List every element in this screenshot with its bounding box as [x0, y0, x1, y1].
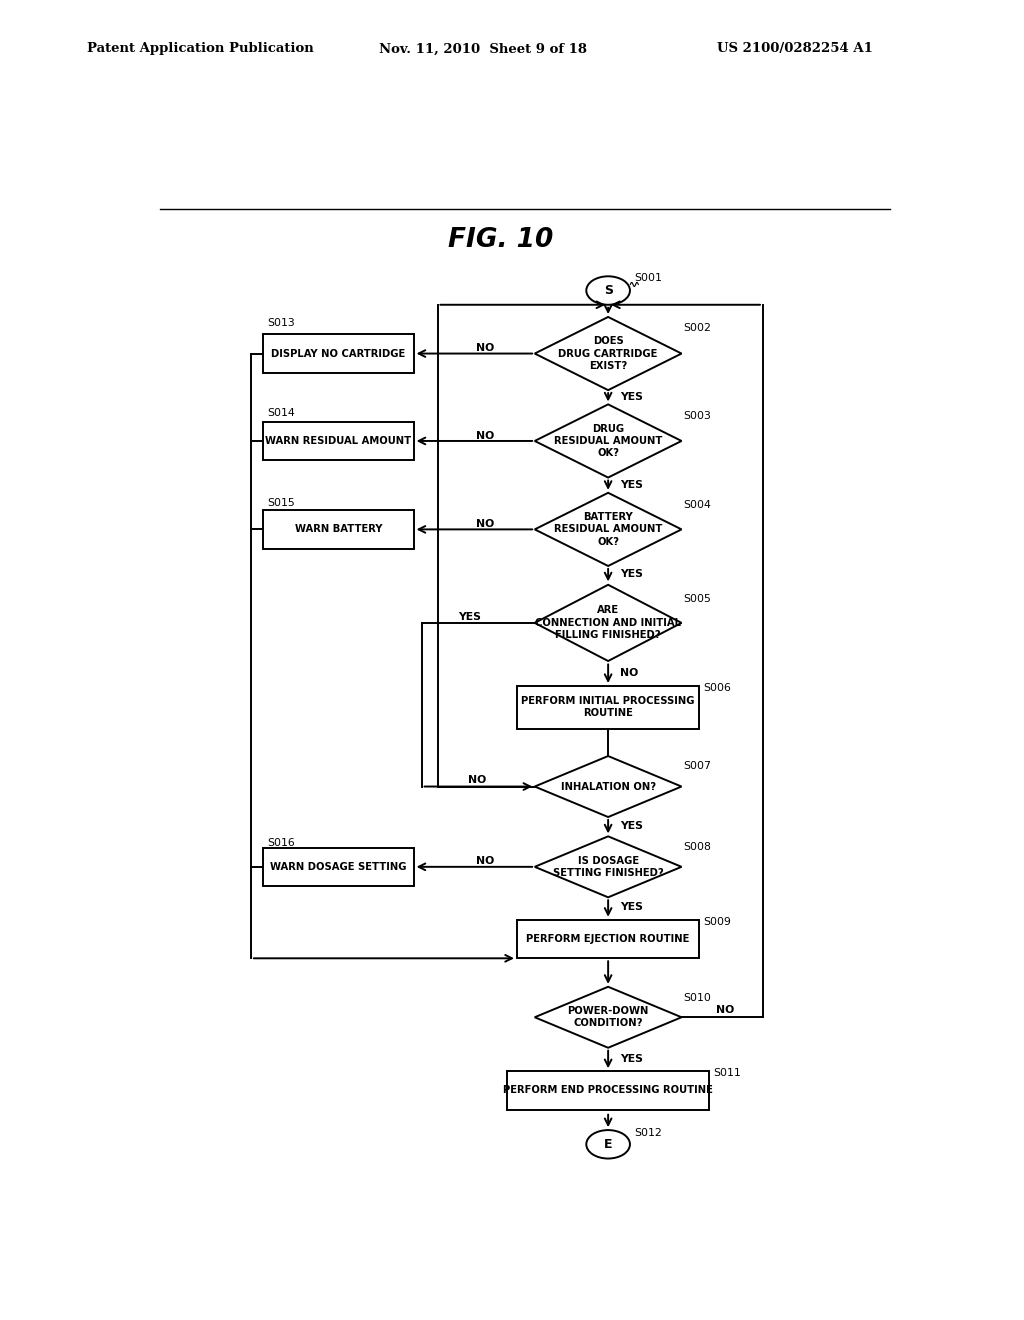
- Text: NO: NO: [620, 668, 638, 677]
- Text: IS DOSAGE
SETTING FINISHED?: IS DOSAGE SETTING FINISHED?: [553, 855, 664, 878]
- Text: DRUG
RESIDUAL AMOUNT
OK?: DRUG RESIDUAL AMOUNT OK?: [554, 424, 663, 458]
- Bar: [263, 847, 414, 886]
- Bar: [507, 1071, 710, 1110]
- Text: YES: YES: [620, 569, 643, 579]
- Bar: [263, 334, 414, 372]
- Text: S004: S004: [684, 500, 712, 510]
- Text: YES: YES: [620, 1053, 643, 1064]
- Text: S: S: [603, 284, 612, 297]
- Text: E: E: [604, 1138, 612, 1151]
- Text: S014: S014: [267, 408, 295, 417]
- Text: YES: YES: [620, 903, 643, 912]
- Text: YES: YES: [620, 479, 643, 490]
- Text: Nov. 11, 2010  Sheet 9 of 18: Nov. 11, 2010 Sheet 9 of 18: [379, 42, 587, 55]
- Text: S002: S002: [684, 323, 712, 333]
- Text: S008: S008: [684, 842, 712, 851]
- Text: PERFORM INITIAL PROCESSING
ROUTINE: PERFORM INITIAL PROCESSING ROUTINE: [521, 696, 695, 718]
- Text: S012: S012: [634, 1129, 663, 1138]
- Text: S007: S007: [684, 762, 712, 771]
- Text: NO: NO: [476, 430, 495, 441]
- Text: BATTERY
RESIDUAL AMOUNT
OK?: BATTERY RESIDUAL AMOUNT OK?: [554, 512, 663, 546]
- Text: NO: NO: [476, 519, 495, 529]
- Text: S006: S006: [703, 682, 731, 693]
- Text: US 2100/0282254 A1: US 2100/0282254 A1: [717, 42, 872, 55]
- Text: POWER-DOWN
CONDITION?: POWER-DOWN CONDITION?: [567, 1006, 649, 1028]
- Bar: [517, 686, 699, 729]
- Bar: [263, 510, 414, 549]
- Text: NO: NO: [717, 1005, 734, 1015]
- Text: S003: S003: [684, 411, 712, 421]
- Text: YES: YES: [620, 392, 643, 403]
- Bar: [263, 421, 414, 461]
- Text: S015: S015: [267, 498, 295, 508]
- Text: DISPLAY NO CARTRIDGE: DISPLAY NO CARTRIDGE: [271, 348, 406, 359]
- Text: YES: YES: [620, 821, 643, 832]
- Text: PERFORM END PROCESSING ROUTINE: PERFORM END PROCESSING ROUTINE: [503, 1085, 713, 1096]
- Text: YES: YES: [458, 611, 480, 622]
- Text: NO: NO: [468, 775, 486, 785]
- Text: S016: S016: [267, 837, 295, 847]
- Text: S013: S013: [267, 318, 295, 329]
- Text: INHALATION ON?: INHALATION ON?: [560, 781, 655, 792]
- Text: ARE
CONNECTION AND INITIAL
FILLING FINISHED?: ARE CONNECTION AND INITIAL FILLING FINIS…: [536, 606, 681, 640]
- Bar: [517, 920, 699, 958]
- Text: WARN BATTERY: WARN BATTERY: [295, 524, 382, 535]
- Text: S009: S009: [703, 917, 731, 927]
- Text: S005: S005: [684, 594, 712, 603]
- Text: PERFORM EJECTION ROUTINE: PERFORM EJECTION ROUTINE: [526, 935, 690, 944]
- Text: S001: S001: [634, 273, 663, 284]
- Text: S010: S010: [684, 993, 712, 1003]
- Text: DOES
DRUG CARTRIDGE
EXIST?: DOES DRUG CARTRIDGE EXIST?: [558, 337, 657, 371]
- Text: NO: NO: [476, 343, 495, 354]
- Text: WARN DOSAGE SETTING: WARN DOSAGE SETTING: [270, 862, 407, 871]
- Text: NO: NO: [476, 855, 495, 866]
- Text: S011: S011: [714, 1068, 741, 1078]
- Text: FIG. 10: FIG. 10: [449, 227, 554, 252]
- Text: Patent Application Publication: Patent Application Publication: [87, 42, 313, 55]
- Text: WARN RESIDUAL AMOUNT: WARN RESIDUAL AMOUNT: [265, 436, 412, 446]
